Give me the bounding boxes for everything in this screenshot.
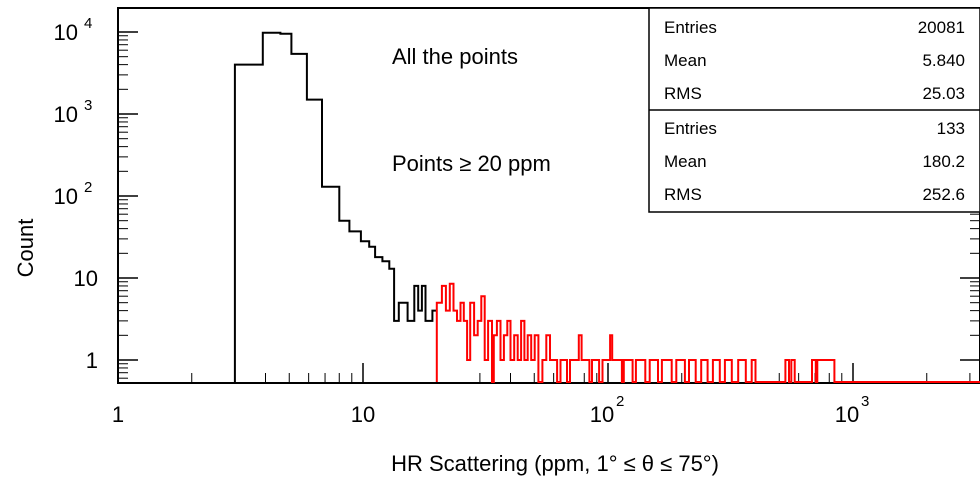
- annotation-all-points: All the points: [392, 44, 518, 69]
- stats-2-mean-label: Mean: [664, 152, 707, 171]
- stats-1-mean-label: Mean: [664, 51, 707, 70]
- y-tick-label: 1: [86, 348, 98, 373]
- x-tick-label: 1: [112, 402, 124, 427]
- x-tick-label: 10: [835, 402, 859, 427]
- y-axis-label: Count: [13, 219, 38, 278]
- stats-1-entries-value: 20081: [918, 18, 965, 37]
- x-tick-exponent: 3: [861, 393, 869, 410]
- stats-2-rms-value: 252.6: [922, 185, 965, 204]
- stats-2-entries-value: 133: [937, 119, 965, 138]
- y-tick-exponent: 2: [84, 179, 92, 196]
- stats-1-entries-label: Entries: [664, 18, 717, 37]
- stats-box: Entries 20081 Mean 5.840 RMS 25.03 Entri…: [648, 7, 980, 213]
- y-tick-label: 10: [54, 184, 78, 209]
- y-tick-exponent: 3: [84, 97, 92, 114]
- histogram-series-1: [233, 31, 437, 382]
- stats-2-mean-value: 180.2: [922, 152, 965, 171]
- stats-1-rms-label: RMS: [664, 84, 702, 103]
- histogram-series-2: [435, 282, 980, 383]
- histogram-series: [233, 31, 980, 383]
- y-tick-exponent: 4: [84, 15, 92, 32]
- x-tick-label: 10: [351, 402, 375, 427]
- stats-2-entries-label: Entries: [664, 119, 717, 138]
- annotation-points-ge-20: Points ≥ 20 ppm: [392, 151, 551, 176]
- y-tick-label: 10: [74, 266, 98, 291]
- y-tick-label: 10: [54, 20, 78, 45]
- x-tick-label: 10: [590, 402, 614, 427]
- stats-2-rms-label: RMS: [664, 185, 702, 204]
- stats-1-rms-value: 25.03: [922, 84, 965, 103]
- y-tick-label: 10: [54, 102, 78, 127]
- stats-1-mean-value: 5.840: [922, 51, 965, 70]
- x-tick-exponent: 2: [616, 393, 624, 410]
- x-axis-label: HR Scattering (ppm, 1° ≤ θ ≤ 75°): [391, 451, 719, 476]
